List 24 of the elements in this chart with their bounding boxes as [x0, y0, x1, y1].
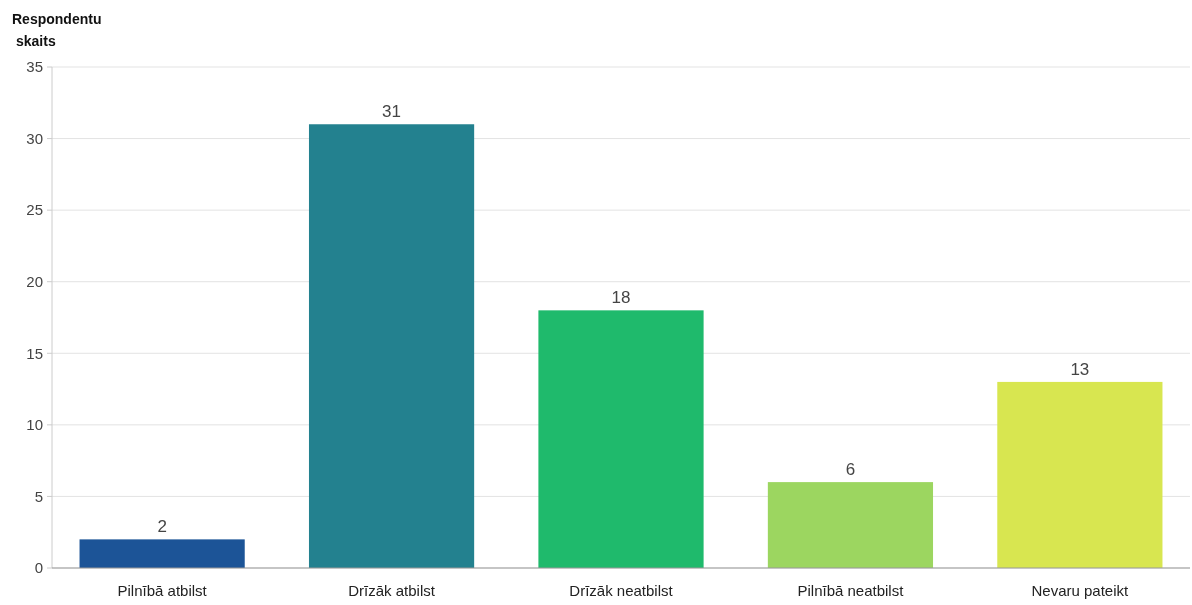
bar — [767, 482, 934, 568]
bar — [308, 124, 475, 568]
y-tick-label: 10 — [26, 416, 43, 434]
data-label: 13 — [1070, 359, 1090, 379]
y-tick-label: 30 — [26, 129, 43, 147]
x-tick-label: Pilnībā atbilst — [117, 582, 208, 599]
y-axis-title: Respondentu skaits — [12, 11, 102, 49]
data-label: 6 — [845, 460, 856, 480]
data-label: 18 — [611, 288, 631, 308]
y-tick-label: 5 — [34, 487, 43, 505]
bar — [79, 539, 245, 568]
y-tick-label: 35 — [26, 58, 43, 76]
x-tick-label: Nevaru pateikt — [1031, 582, 1130, 599]
x-tick-label: Drīzāk neatbilst — [569, 582, 674, 599]
y-tick-label: 25 — [26, 201, 43, 219]
bar — [997, 381, 1163, 568]
data-label: 2 — [157, 517, 167, 537]
data-label: 31 — [382, 102, 402, 122]
y-tick-label: 20 — [26, 272, 43, 290]
bar — [538, 310, 704, 568]
x-tick-label: Drīzāk atbilst — [348, 582, 436, 599]
y-tick-label: 0 — [34, 559, 43, 577]
x-tick-label: Pilnībā neatbilst — [797, 582, 905, 599]
y-tick-label: 15 — [26, 344, 43, 362]
